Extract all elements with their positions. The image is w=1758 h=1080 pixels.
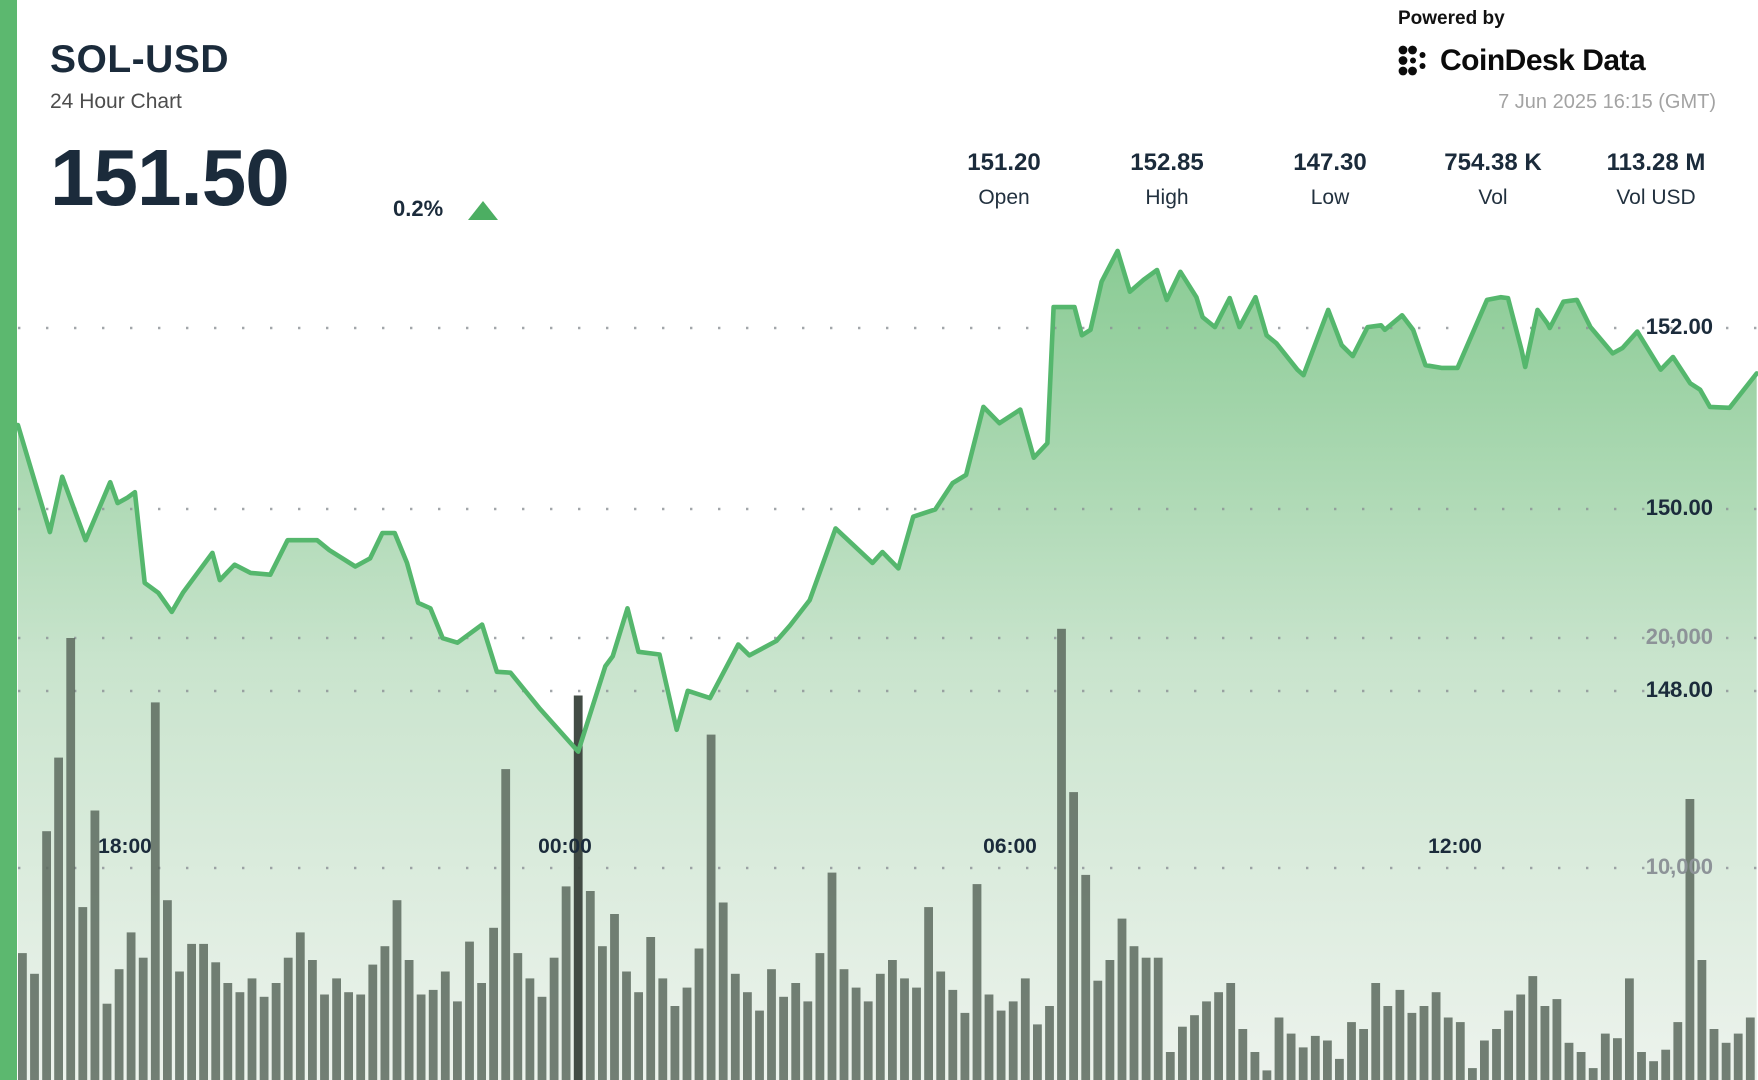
price-change-percent: 0.2%	[393, 196, 444, 221]
current-price: 151.50	[50, 133, 290, 222]
stat-low-value: 147.30	[1293, 149, 1367, 176]
time-axis-label-0600: 06:00	[983, 835, 1037, 858]
stat-vol-usd-label: Vol USD	[1616, 186, 1696, 209]
coindesk-logo-text: CoinDesk Data	[1440, 44, 1646, 77]
price-axis-label-148: 148.00	[1645, 677, 1713, 702]
stat-low: 147.30 Low	[1245, 149, 1415, 210]
volume-axis-label-10000: 10,000	[1645, 854, 1713, 879]
stat-high-label: High	[1145, 186, 1189, 209]
timestamp: 7 Jun 2025 16:15 (GMT)	[1498, 91, 1716, 113]
time-axis-label-1200: 12:00	[1428, 835, 1482, 858]
stat-low-label: Low	[1310, 186, 1350, 209]
time-axis-label-1800: 18:00	[98, 835, 152, 858]
coindesk-logo-icon	[1398, 44, 1432, 78]
stat-vol-value: 754.38 K	[1444, 149, 1542, 176]
volume-axis-label-20000: 20,000	[1645, 624, 1713, 649]
stat-high-value: 152.85	[1130, 149, 1204, 176]
stat-vol-usd: 113.28 M Vol USD	[1571, 149, 1741, 210]
branding-block: Powered by CoinDesk Data 7 Jun 2025 16:1…	[1398, 8, 1716, 114]
chart-subtitle: 24 Hour Chart	[50, 90, 182, 113]
symbol-title: SOL-USD	[50, 38, 229, 81]
stat-open-label: Open	[978, 186, 1030, 209]
coindesk-logo: CoinDesk Data	[1398, 44, 1716, 78]
stat-open-value: 151.20	[967, 149, 1041, 176]
powered-by-label: Powered by	[1398, 8, 1505, 29]
price-axis-label-150: 150.00	[1645, 495, 1713, 520]
stat-vol: 754.38 K Vol	[1408, 149, 1578, 210]
stat-high: 152.85 High	[1082, 149, 1252, 210]
stat-vol-usd-value: 113.28 M	[1606, 149, 1706, 176]
stat-vol-label: Vol	[1478, 186, 1508, 209]
price-axis-label-152: 152.00	[1645, 314, 1713, 339]
time-axis-label-0000: 00:00	[538, 835, 592, 858]
up-triangle-icon	[468, 201, 498, 220]
stat-open: 151.20 Open	[919, 149, 1089, 210]
accent-strip	[0, 0, 17, 1080]
